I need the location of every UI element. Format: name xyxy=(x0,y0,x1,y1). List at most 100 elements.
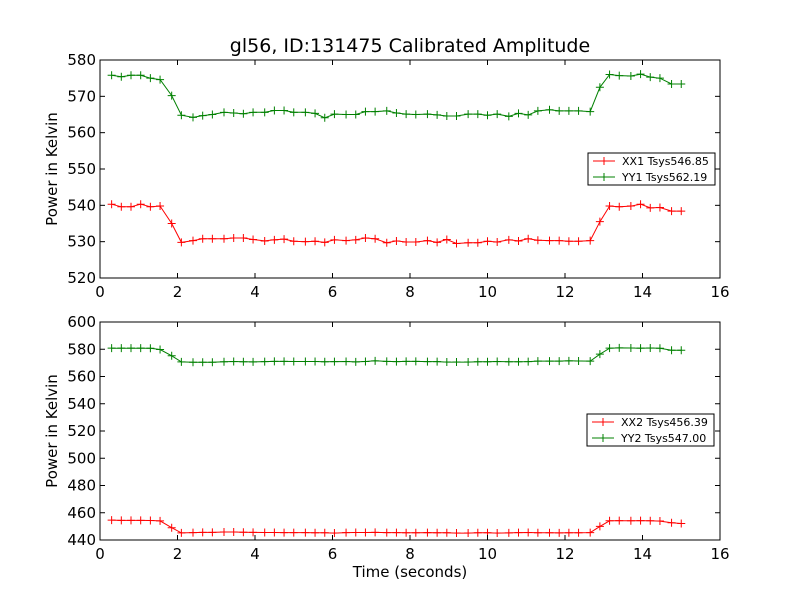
data-point-marker xyxy=(330,235,339,244)
data-point-marker xyxy=(595,350,604,359)
data-point-marker xyxy=(107,71,116,80)
data-point-marker xyxy=(146,516,155,525)
x-tick-label: 14 xyxy=(633,545,652,563)
data-point-marker xyxy=(564,106,573,115)
data-point-marker xyxy=(473,238,482,247)
data-point-marker xyxy=(442,111,451,120)
legend-label: XX1 Tsys546.85 xyxy=(622,155,709,168)
data-point-marker xyxy=(220,234,228,243)
y-tick-label: 600 xyxy=(67,313,96,331)
y-axis-label: Power in Kelvin xyxy=(43,112,61,226)
data-point-marker xyxy=(402,528,411,537)
data-point-marker xyxy=(301,528,310,537)
data-point-marker xyxy=(545,105,554,114)
data-point-marker xyxy=(280,357,289,366)
data-point-marker xyxy=(483,357,492,366)
data-point-marker xyxy=(371,107,380,116)
data-point-marker xyxy=(452,239,461,248)
data-point-marker xyxy=(351,110,360,119)
x-tick-label: 0 xyxy=(95,545,105,563)
data-point-marker xyxy=(127,344,135,353)
data-point-marker xyxy=(361,234,370,243)
data-point-marker xyxy=(382,528,391,537)
legend-label: YY1 Tsys562.19 xyxy=(621,171,707,184)
data-point-marker xyxy=(249,235,258,244)
data-point-marker xyxy=(483,111,492,120)
data-point-marker xyxy=(564,528,573,537)
x-tick-label: 4 xyxy=(250,545,260,563)
data-point-marker xyxy=(646,344,655,353)
data-point-marker xyxy=(493,238,502,247)
data-point-marker xyxy=(208,234,217,243)
data-point-marker xyxy=(493,110,502,119)
data-point-marker xyxy=(524,234,533,243)
data-point-marker xyxy=(280,528,289,537)
data-point-marker xyxy=(646,516,655,525)
data-point-marker xyxy=(595,83,604,92)
data-point-marker xyxy=(330,357,339,366)
data-point-marker xyxy=(504,528,513,537)
data-point-marker xyxy=(351,528,360,537)
data-point-marker xyxy=(289,528,298,537)
data-point-marker xyxy=(452,529,461,538)
x-tick-label: 16 xyxy=(710,545,729,563)
data-point-marker xyxy=(433,238,442,247)
data-point-marker xyxy=(655,74,664,83)
x-axis-label: Time (seconds) xyxy=(352,563,468,581)
data-point-marker xyxy=(136,200,145,209)
data-point-marker xyxy=(402,357,411,366)
legend: XX2 Tsys456.39 YY2 Tsys547.00 xyxy=(586,413,715,447)
data-point-marker xyxy=(311,237,320,246)
data-point-marker xyxy=(239,234,248,243)
data-point-marker xyxy=(320,528,329,537)
data-point-marker xyxy=(545,236,554,245)
data-point-marker xyxy=(156,202,165,211)
x-tick-label: 4 xyxy=(250,283,260,301)
data-point-marker xyxy=(229,357,238,366)
data-point-marker xyxy=(667,518,676,527)
data-point-marker xyxy=(555,528,564,537)
y-tick-label: 520 xyxy=(67,422,96,440)
data-point-marker xyxy=(483,237,492,246)
data-point-marker xyxy=(167,351,176,360)
data-point-marker xyxy=(677,79,686,88)
data-point-marker xyxy=(136,71,145,80)
x-tick-label: 14 xyxy=(633,283,652,301)
data-point-marker xyxy=(442,235,451,244)
data-point-marker xyxy=(280,106,289,115)
y-tick-label: 550 xyxy=(67,160,96,178)
data-point-marker xyxy=(533,357,542,366)
data-point-marker xyxy=(342,110,351,119)
x-tick-label: 8 xyxy=(405,283,415,301)
data-point-marker xyxy=(127,516,135,525)
data-point-marker xyxy=(239,357,248,366)
data-point-marker xyxy=(574,356,583,365)
data-point-marker xyxy=(249,108,258,117)
data-point-marker xyxy=(392,357,401,366)
legend-label: YY2 Tsys547.00 xyxy=(620,432,706,445)
data-point-marker xyxy=(423,357,432,366)
data-point-marker xyxy=(555,106,564,115)
x-tick-label: 10 xyxy=(478,545,497,563)
data-point-marker xyxy=(239,109,248,118)
data-point-marker xyxy=(330,110,339,119)
data-point-marker xyxy=(301,357,310,366)
data-point-marker xyxy=(442,528,451,537)
data-point-marker xyxy=(677,346,686,355)
data-point-marker xyxy=(270,528,279,537)
data-point-marker xyxy=(411,238,420,247)
data-point-marker xyxy=(239,528,248,537)
data-point-marker xyxy=(514,357,523,366)
data-point-marker xyxy=(555,357,564,366)
data-point-marker xyxy=(249,357,258,366)
data-point-marker xyxy=(156,345,165,354)
x-tick-label: 6 xyxy=(328,545,338,563)
data-point-marker xyxy=(433,110,442,119)
chart-title: gl56, ID:131475 Calibrated Amplitude xyxy=(230,35,590,57)
data-point-marker xyxy=(402,110,411,119)
data-point-marker xyxy=(586,528,595,537)
y-tick-label: 580 xyxy=(67,51,96,69)
data-point-marker xyxy=(626,344,635,353)
data-point-marker xyxy=(127,71,135,80)
